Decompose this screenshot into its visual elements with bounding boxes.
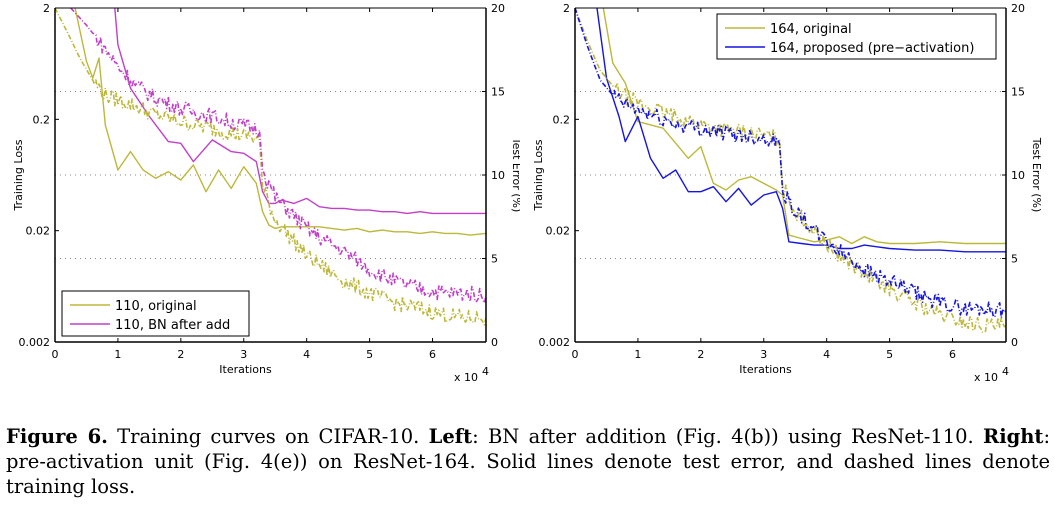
caption-right-label: Right [983,425,1044,448]
y-right-tick-label: 20 [491,2,505,15]
x-multiplier-exponent: 4 [482,365,489,378]
figure-caption: Figure 6. Training curves on CIFAR-10. L… [6,424,1050,499]
x-axis-label: Iterations [219,363,272,376]
y-left-tick-label: 0.2 [33,113,51,126]
x-tick-label: 5 [366,348,373,361]
y-right-tick-label: 15 [491,86,505,99]
legend-label: 110, original [115,299,197,314]
x-tick-label: 1 [634,348,641,361]
y-right-tick-label: 5 [491,253,498,266]
caption-figure-label: Figure 6. [6,425,108,448]
y-right-tick-label: 0 [491,336,498,349]
y-axis-label-right: Test Error (%) [1030,137,1043,213]
y-axis-label-right: Test Error (%) [510,137,520,213]
test-error-line-series-a [74,8,486,236]
caption-text-1: Training curves on CIFAR-10. [107,425,429,448]
y-left-tick-label: 0.02 [26,225,51,238]
chart-left: 0 1 2 3 4 5 6 2 0.2 0.02 0.002 20 15 10 5 0 Iterations x … [12,2,520,384]
chart-right: 0 1 2 3 4 5 6 2 0.2 0.02 0.002 20 15 10 5 0 Iterations x … [532,2,1043,384]
x-tick-label: 0 [572,348,579,361]
training-loss-line-series-b [575,8,1006,319]
caption-text-2: : BN after addition (Fig. 4(b)) using Re… [472,425,983,448]
y-right-tick-label: 10 [491,169,505,182]
y-left-tick-label: 2 [43,2,50,15]
y-left-tick-label: 0.002 [539,336,571,349]
legend-label: 164, proposed (pre−activation) [770,41,974,56]
y-left-tick-label: 0.02 [546,225,571,238]
y-right-tick-label: 15 [1011,86,1025,99]
test-error-line-series-b [114,8,486,215]
x-tick-label: 3 [760,348,767,361]
test-error-line-series-b [596,8,1006,253]
x-tick-label: 6 [429,348,436,361]
series-group [55,8,486,326]
training-loss-line-series-a [55,8,486,326]
x-tick-label: 5 [886,348,893,361]
x-tick-label: 2 [177,348,184,361]
y-right-tick-label: 20 [1011,2,1025,15]
legend: 164, original 164, proposed (pre−activati… [716,13,997,60]
x-tick-label: 4 [823,348,830,361]
legend-label: 164, original [770,22,852,37]
x-tick-label: 4 [303,348,310,361]
caption-left-label: Left [428,425,473,448]
caption-text-3: : pre-activation unit (Fig. 4(e)) on Res… [6,425,1051,498]
y-right-tick-label: 5 [1011,253,1018,266]
x-multiplier-label: x 10 [974,371,998,384]
x-axis-label: Iterations [739,363,792,376]
legend: 110, original 110, BN after add [61,290,250,337]
y-axis-label-left: Training Loss [12,139,25,211]
legend-box [716,13,997,60]
legend-box [61,290,250,337]
x-tick-label: 0 [52,348,59,361]
test-error-line-series-a [602,8,1006,245]
y-left-tick-label: 2 [563,2,570,15]
x-tick-label: 1 [114,348,121,361]
x-tick-label: 2 [697,348,704,361]
x-multiplier-exponent: 4 [1002,365,1009,378]
y-left-tick-label: 0.2 [553,113,571,126]
y-axis-label-left: Training Loss [532,139,545,211]
series-group [575,8,1006,334]
y-right-tick-label: 10 [1011,169,1025,182]
x-tick-label: 6 [949,348,956,361]
training-loss-line-series-b [70,8,486,304]
y-left-tick-label: 0.002 [19,336,51,349]
training-loss-line-series-a [575,8,1006,334]
x-multiplier-label: x 10 [454,371,478,384]
x-tick-label: 3 [240,348,247,361]
y-right-tick-label: 0 [1011,336,1018,349]
legend-label: 110, BN after add [115,318,230,333]
